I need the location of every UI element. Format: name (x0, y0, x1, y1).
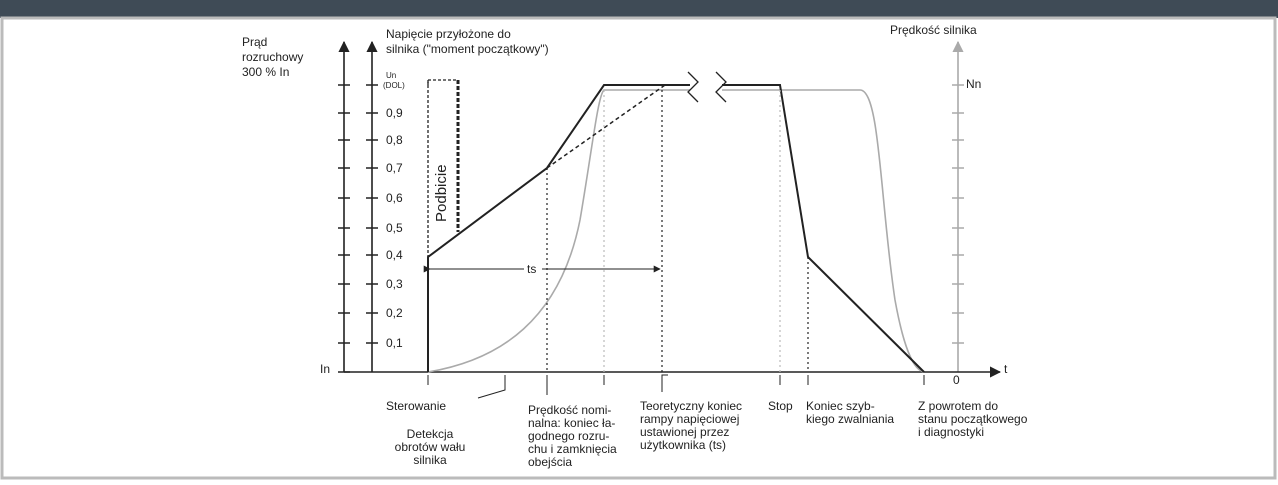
event-label: godnego rozru- (528, 429, 609, 443)
labels: Prąd rozruchowy 300 % In Napięcie przyło… (242, 23, 1028, 469)
header-bar (0, 0, 1278, 18)
boost-label: Podbicie (433, 164, 450, 222)
ts-label: ts (527, 262, 536, 276)
event-label: silnika (413, 453, 447, 467)
tick-label: 0,5 (386, 221, 403, 235)
axis-label: silnika ("moment początkowy") (386, 42, 549, 56)
event-label: obrotów wału (395, 440, 466, 454)
event-label: nalna: koniec ła- (528, 416, 615, 430)
axes (338, 40, 1002, 378)
event-label: ustawionej przez (640, 425, 729, 439)
axis-label: rozruchowy (242, 50, 303, 64)
event-label: stanu początkowego (918, 412, 1028, 426)
axis-label: Prędkość silnika (890, 23, 977, 37)
tick-label: 0,2 (386, 306, 403, 320)
tick-label: 0,6 (386, 191, 403, 205)
event-label: użytkownika (ts) (640, 438, 726, 452)
tick-label: 0,3 (386, 277, 403, 291)
axis-label: Napięcie przyłożone do (386, 27, 511, 41)
event-label: chu i zamknięcia (528, 442, 617, 456)
event-label: Detekcja (407, 427, 454, 441)
event-label: Sterowanie (386, 399, 446, 413)
axis-label: t (1004, 362, 1008, 376)
tick-label: 0,9 (386, 106, 403, 120)
origin-label: 0 (953, 373, 960, 387)
tick-label: 0,4 (386, 248, 403, 262)
tick-label: 0,1 (386, 336, 403, 350)
event-label: kiego zwalniania (806, 412, 894, 426)
tick-label: 0,7 (386, 161, 403, 175)
event-label: Prędkość nomi- (528, 403, 611, 417)
event-label: Teoretyczny koniec (640, 399, 742, 413)
event-label: Koniec szyb- (806, 399, 875, 413)
tick-label: Nn (966, 77, 981, 91)
curves (423, 71, 925, 399)
tick-label: Un (386, 71, 396, 80)
origin-label: In (320, 362, 330, 376)
axis-label: Prąd (242, 35, 267, 49)
event-label: obejścia (528, 455, 572, 469)
event-label: rampy napięciowej (640, 412, 739, 426)
event-label: Z powrotem do (918, 399, 998, 413)
tick-label: 0,8 (386, 133, 403, 147)
event-label: i diagnostyki (918, 425, 984, 439)
tick-label: (DOL) (383, 81, 405, 90)
axis-label: 300 % In (242, 65, 289, 79)
event-label: Stop (768, 399, 793, 413)
frame (0, 16, 1277, 480)
